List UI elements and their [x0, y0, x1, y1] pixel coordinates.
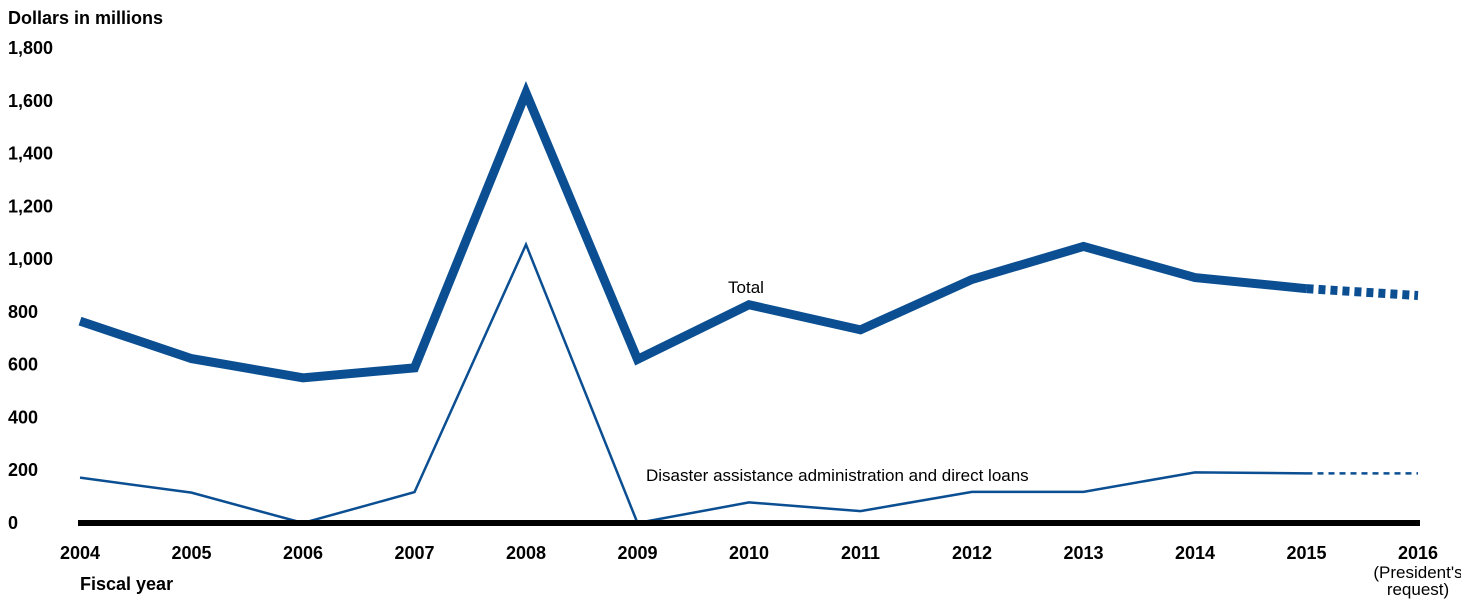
- y-tick-label: 400: [8, 407, 38, 427]
- y-tick-label: 1,600: [8, 91, 53, 111]
- series-layer: [78, 81, 1419, 525]
- y-tick-label: 600: [8, 355, 38, 375]
- x-tick-label: 2011: [841, 543, 880, 563]
- y-axis-ticks: 0 200 400 600 800 1,000 1,200 1,400 1,600 1,800: [8, 38, 53, 533]
- y-tick-label: 200: [8, 460, 38, 480]
- x-tick-label: 2007: [394, 543, 434, 563]
- x-tick-label: 2004: [60, 543, 100, 563]
- series-label-total: Total: [728, 278, 764, 297]
- y-tick-label: 1,000: [8, 249, 53, 269]
- x-tick-sublabel: (President's: [1373, 563, 1461, 582]
- x-tick-label: 2015: [1286, 543, 1326, 563]
- series-line-0: [78, 81, 1307, 383]
- x-tick-label: 2016: [1398, 543, 1438, 563]
- x-tick-label: 2012: [952, 543, 992, 563]
- x-tick-sublabel: request): [1387, 580, 1449, 599]
- y-tick-label: 0: [8, 513, 18, 533]
- series-projected-line-0: [1306, 284, 1419, 301]
- y-tick-label: 1,800: [8, 38, 53, 58]
- y-tick-label: 1,400: [8, 144, 53, 164]
- x-tick-label: 2014: [1175, 543, 1215, 563]
- x-tick-label: 2006: [283, 543, 323, 563]
- x-axis-ticks: 2004 2005 2006 2007 2008 2009 2010 2011 2012 2013…: [60, 543, 1461, 599]
- x-tick-label: 2005: [171, 543, 211, 563]
- series-label-disaster-assistance: Disaster assistance administration and d…: [646, 466, 1029, 485]
- series-line-1: [79, 241, 1307, 525]
- x-tick-label: 2009: [617, 543, 657, 563]
- x-tick-label: 2013: [1063, 543, 1103, 563]
- x-tick-label: 2008: [506, 543, 546, 563]
- x-axis-title: Fiscal year: [80, 574, 173, 594]
- y-tick-label: 1,200: [8, 196, 53, 216]
- x-tick-label: 2010: [729, 543, 769, 563]
- y-axis-title: Dollars in millions: [8, 8, 163, 28]
- y-tick-label: 800: [8, 302, 38, 322]
